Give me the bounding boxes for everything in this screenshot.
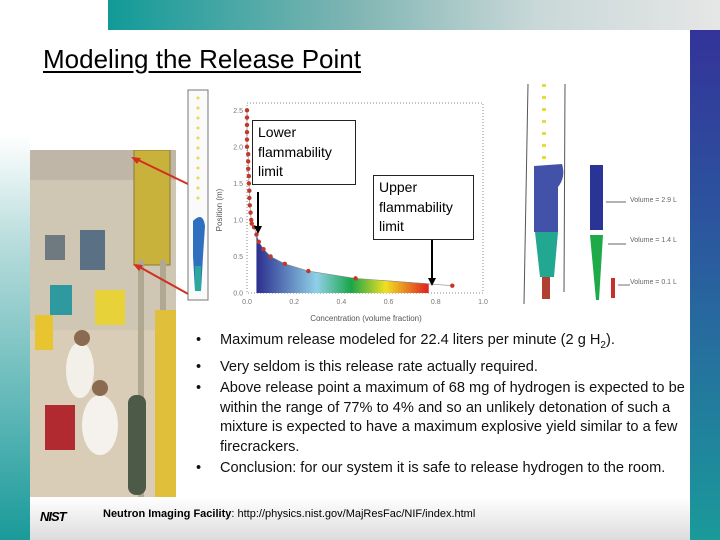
top-decor-band [108,0,720,30]
y-tick-label: 2.5 [233,108,243,115]
bullet-item: • Conclusion: for our system it is safe … [196,459,686,479]
data-point [268,254,273,259]
left-decor-bar [0,0,30,540]
x-tick-label: 1.0 [478,299,488,306]
simulation-volumes [523,83,630,305]
data-point [248,210,253,215]
pointer-arrow-bottom [135,264,191,296]
callout-upper-flammability: Upper flammability limit [373,175,474,240]
volume-block-blue [590,165,603,230]
footer-credit: Neutron Imaging Facility: http://physics… [103,508,476,520]
bullet-text: Conclusion: for our system it is safe to… [220,460,666,477]
lab-photo [30,150,176,497]
data-point [244,108,250,113]
data-point [244,137,250,142]
x-axis-label: Concentration (volume fraction) [310,314,422,323]
x-tick-label: 0.0 [242,299,252,306]
y-tick-label: 0.5 [233,254,243,261]
data-point [256,239,261,245]
arrowhead-icon [133,264,143,271]
data-point [282,261,287,266]
data-point [261,246,266,252]
data-point [249,221,254,226]
data-point [244,144,250,150]
arrow-down-icon [428,278,436,286]
data-point [245,159,251,164]
x-tick-label: 0.6 [384,299,394,306]
bullet-icon: • [196,460,202,477]
data-point [247,203,253,208]
bullet-text: Maximum release modeled for 22.4 liters … [220,332,601,348]
data-point [353,276,358,281]
simulation-column-left [187,89,209,301]
data-point [306,268,311,274]
x-tick-label: 0.8 [431,299,441,306]
data-point [247,195,252,201]
arrowhead-icon [131,157,141,164]
flammable-region [256,234,429,293]
data-point [249,217,254,223]
data-point [244,122,250,128]
arrow-down-icon [254,226,262,234]
volume-label: Volume = 0.1 L [630,279,677,286]
data-point [246,173,252,179]
y-tick-label: 1.0 [233,217,243,224]
x-tick-label: 0.4 [337,299,347,306]
bullet-list: • Maximum release modeled for 22.4 liter… [196,331,686,481]
bullet-item: • Very seldom is this release rate actua… [196,358,686,378]
data-point [254,232,259,237]
right-decor-bar [690,30,720,540]
data-point [450,283,455,288]
bullet-text: Above release point a maximum of 68 mg o… [220,380,685,455]
y-axis-label: Position (m) [215,188,224,231]
slide-title: Modeling the Release Point [43,44,361,74]
data-point [247,188,252,193]
facility-url[interactable]: http://physics.nist.gov/MajResFac/NIF/in… [237,508,476,520]
y-tick-label: 0.0 [233,291,243,298]
volume-label: Volume = 1.4 L [630,237,677,244]
y-tick-label: 2.0 [233,144,243,151]
data-point [245,166,251,171]
bullet-text-tail: ). [605,332,615,348]
footer-band [30,497,690,540]
data-point [245,151,251,157]
data-point [246,181,252,186]
data-point [244,115,250,120]
bullet-item: • Maximum release modeled for 22.4 liter… [196,331,686,356]
volume-block-red [611,278,615,298]
data-point [244,130,250,135]
callout-lower-flammability: Lower flammability limit [252,120,356,185]
bullet-text: Very seldom is this release rate actuall… [220,358,538,375]
x-tick-label: 0.2 [289,299,299,306]
volume-block-green [590,235,603,300]
bullet-icon: • [196,332,202,348]
volume-label: Volume = 2.9 L [630,197,677,204]
bullet-icon: • [196,358,202,375]
bullet-item: • Above release point a maximum of 68 mg… [196,379,686,457]
facility-name: Neutron Imaging Facility [103,508,232,520]
subscript: 2 [600,339,606,351]
y-tick-label: 1.5 [233,181,243,188]
bullet-icon: • [196,380,202,397]
nist-logo: NIST [40,509,67,524]
pointer-arrow-top [133,157,191,186]
